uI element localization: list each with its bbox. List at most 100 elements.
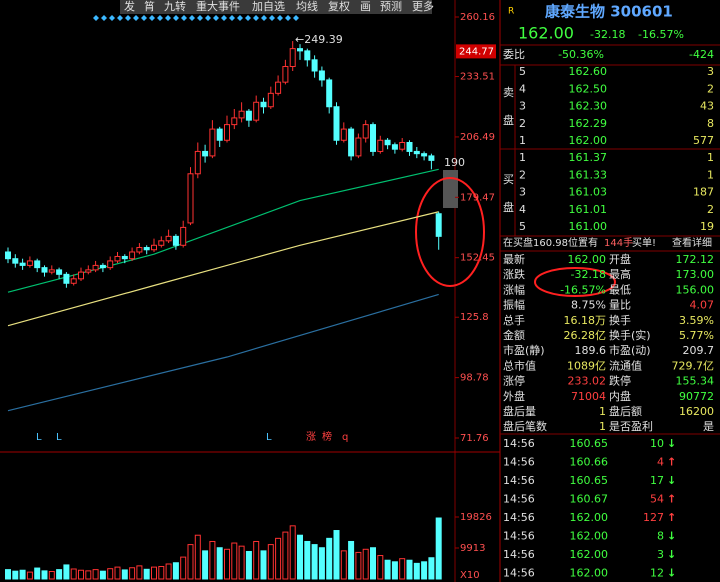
- toolbar-item[interactable]: 画: [360, 0, 371, 13]
- stat-value: 172.12: [676, 253, 715, 266]
- flag: R: [508, 7, 514, 17]
- toolbar-item[interactable]: 复权: [328, 0, 350, 13]
- book-price: 161.33: [569, 168, 608, 181]
- last-bar-highlight: [443, 170, 458, 208]
- book-level: 2: [519, 117, 526, 130]
- stat-label: 振幅: [503, 298, 525, 312]
- volume-bar: [428, 557, 435, 580]
- stat-label: 盘后额: [609, 404, 642, 418]
- stat-label: 流通值: [609, 358, 642, 372]
- toolbar-item[interactable]: 加自选: [252, 0, 285, 13]
- y-tick-label: 179.47: [460, 192, 495, 203]
- toolbar-item[interactable]: 九转: [164, 0, 186, 13]
- volume-bar: [391, 561, 398, 580]
- event-marker: 榜: [322, 430, 332, 443]
- volume-bar: [70, 568, 77, 580]
- tick-volume: 54: [650, 493, 664, 506]
- tick-price: 160.65: [570, 474, 609, 487]
- stat-value: 16.18万: [564, 314, 607, 327]
- stat-value: 156.00: [676, 283, 715, 296]
- event-diamond: [189, 15, 195, 21]
- candle-body: [355, 137, 362, 157]
- buy-label: 买: [503, 173, 514, 186]
- candle-body: [209, 128, 216, 157]
- y-tick-label: 125.8: [460, 312, 489, 323]
- volume-bar: [421, 561, 428, 580]
- volume-bar: [245, 550, 252, 580]
- toolbar-item[interactable]: 均线: [296, 0, 318, 13]
- volume-bar: [297, 534, 303, 580]
- tick-price: 162.00: [570, 530, 609, 543]
- candle-body: [63, 273, 70, 284]
- volume-bar: [56, 569, 63, 580]
- tick-time: 14:56: [503, 474, 535, 487]
- candle-body: [275, 81, 282, 94]
- toolbar-item[interactable]: 更多: [412, 0, 434, 13]
- stat-label: 开盘: [609, 252, 631, 266]
- volume-bar: [136, 565, 143, 580]
- book-price: 162.30: [569, 100, 608, 113]
- tick-time: 14:56: [503, 456, 535, 469]
- candle-body: [238, 110, 245, 119]
- candle-body: [78, 271, 84, 280]
- stat-value: 209.7: [683, 344, 715, 357]
- volume-bar: [275, 537, 282, 580]
- volume-tick-label: 19826: [460, 512, 492, 523]
- book-volume: 2: [707, 82, 714, 95]
- toolbar-item[interactable]: 重大事件: [196, 0, 240, 13]
- event-diamond: [101, 15, 107, 21]
- volume-bar: [143, 568, 150, 580]
- price-tag-label: 244.77: [459, 46, 494, 57]
- tick-arrow: ↓: [667, 548, 676, 561]
- tick-time: 14:56: [503, 437, 535, 450]
- volume-bar: [78, 569, 84, 580]
- moving-average: [7, 168, 439, 293]
- candle-body: [399, 141, 406, 150]
- volume-bar: [282, 531, 289, 580]
- book-volume: 1: [707, 151, 714, 164]
- event-diamond: [221, 15, 227, 21]
- book-volume: 43: [700, 100, 714, 113]
- candle-body: [12, 258, 19, 264]
- tick-price: 160.66: [570, 456, 609, 469]
- stat-label: 市盈(静): [503, 343, 545, 357]
- event-diamond: [165, 15, 171, 21]
- event-diamond: [269, 15, 275, 21]
- sell-label: 盘: [503, 113, 514, 127]
- candle-body: [107, 260, 114, 269]
- toolbar-item[interactable]: 发: [124, 0, 135, 13]
- y-tick-label: 206.49: [460, 132, 495, 143]
- notice: 在买盘160.98位置有: [503, 236, 598, 249]
- volume-bar: [289, 525, 296, 580]
- stat-label: 量比: [609, 299, 631, 312]
- stat-label: 换手: [609, 313, 631, 327]
- book-volume: 1: [707, 168, 714, 181]
- candle-body: [121, 255, 128, 260]
- book-price: 161.03: [569, 186, 608, 199]
- volume-bar: [435, 517, 442, 580]
- event-diamond: [237, 15, 243, 21]
- toolbar-item[interactable]: 筲: [144, 0, 155, 13]
- volume-bar: [107, 568, 114, 580]
- candle-body: [384, 139, 391, 146]
- event-diamond: [93, 15, 99, 21]
- stat-value: 4.07: [690, 299, 715, 312]
- stat-label: 外盘: [503, 389, 525, 403]
- event-marker: q: [342, 432, 348, 443]
- volume-bar: [12, 570, 19, 580]
- stat-value: 155.34: [676, 375, 715, 388]
- book-volume: 3: [707, 65, 714, 78]
- volume-bar: [121, 569, 128, 580]
- stat-value: 26.28亿: [564, 329, 607, 342]
- notice: 查看详细: [672, 236, 712, 249]
- candle-body: [362, 124, 369, 139]
- candle-body: [267, 92, 274, 108]
- tick-volume: 127: [643, 511, 664, 524]
- toolbar-item[interactable]: 预测: [380, 0, 402, 13]
- book-volume: 2: [707, 203, 714, 216]
- volume-bar: [384, 559, 391, 580]
- book-level: 5: [519, 220, 526, 233]
- candle-body: [282, 66, 289, 83]
- y-tick-label: 71.76: [460, 433, 489, 444]
